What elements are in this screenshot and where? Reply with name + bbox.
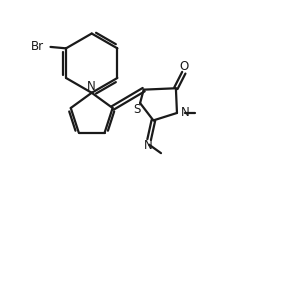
Text: S: S <box>134 103 141 116</box>
Text: N: N <box>180 106 189 119</box>
Text: O: O <box>180 60 189 73</box>
Text: N: N <box>87 80 96 93</box>
Text: N: N <box>144 139 153 152</box>
Text: Br: Br <box>31 40 44 53</box>
